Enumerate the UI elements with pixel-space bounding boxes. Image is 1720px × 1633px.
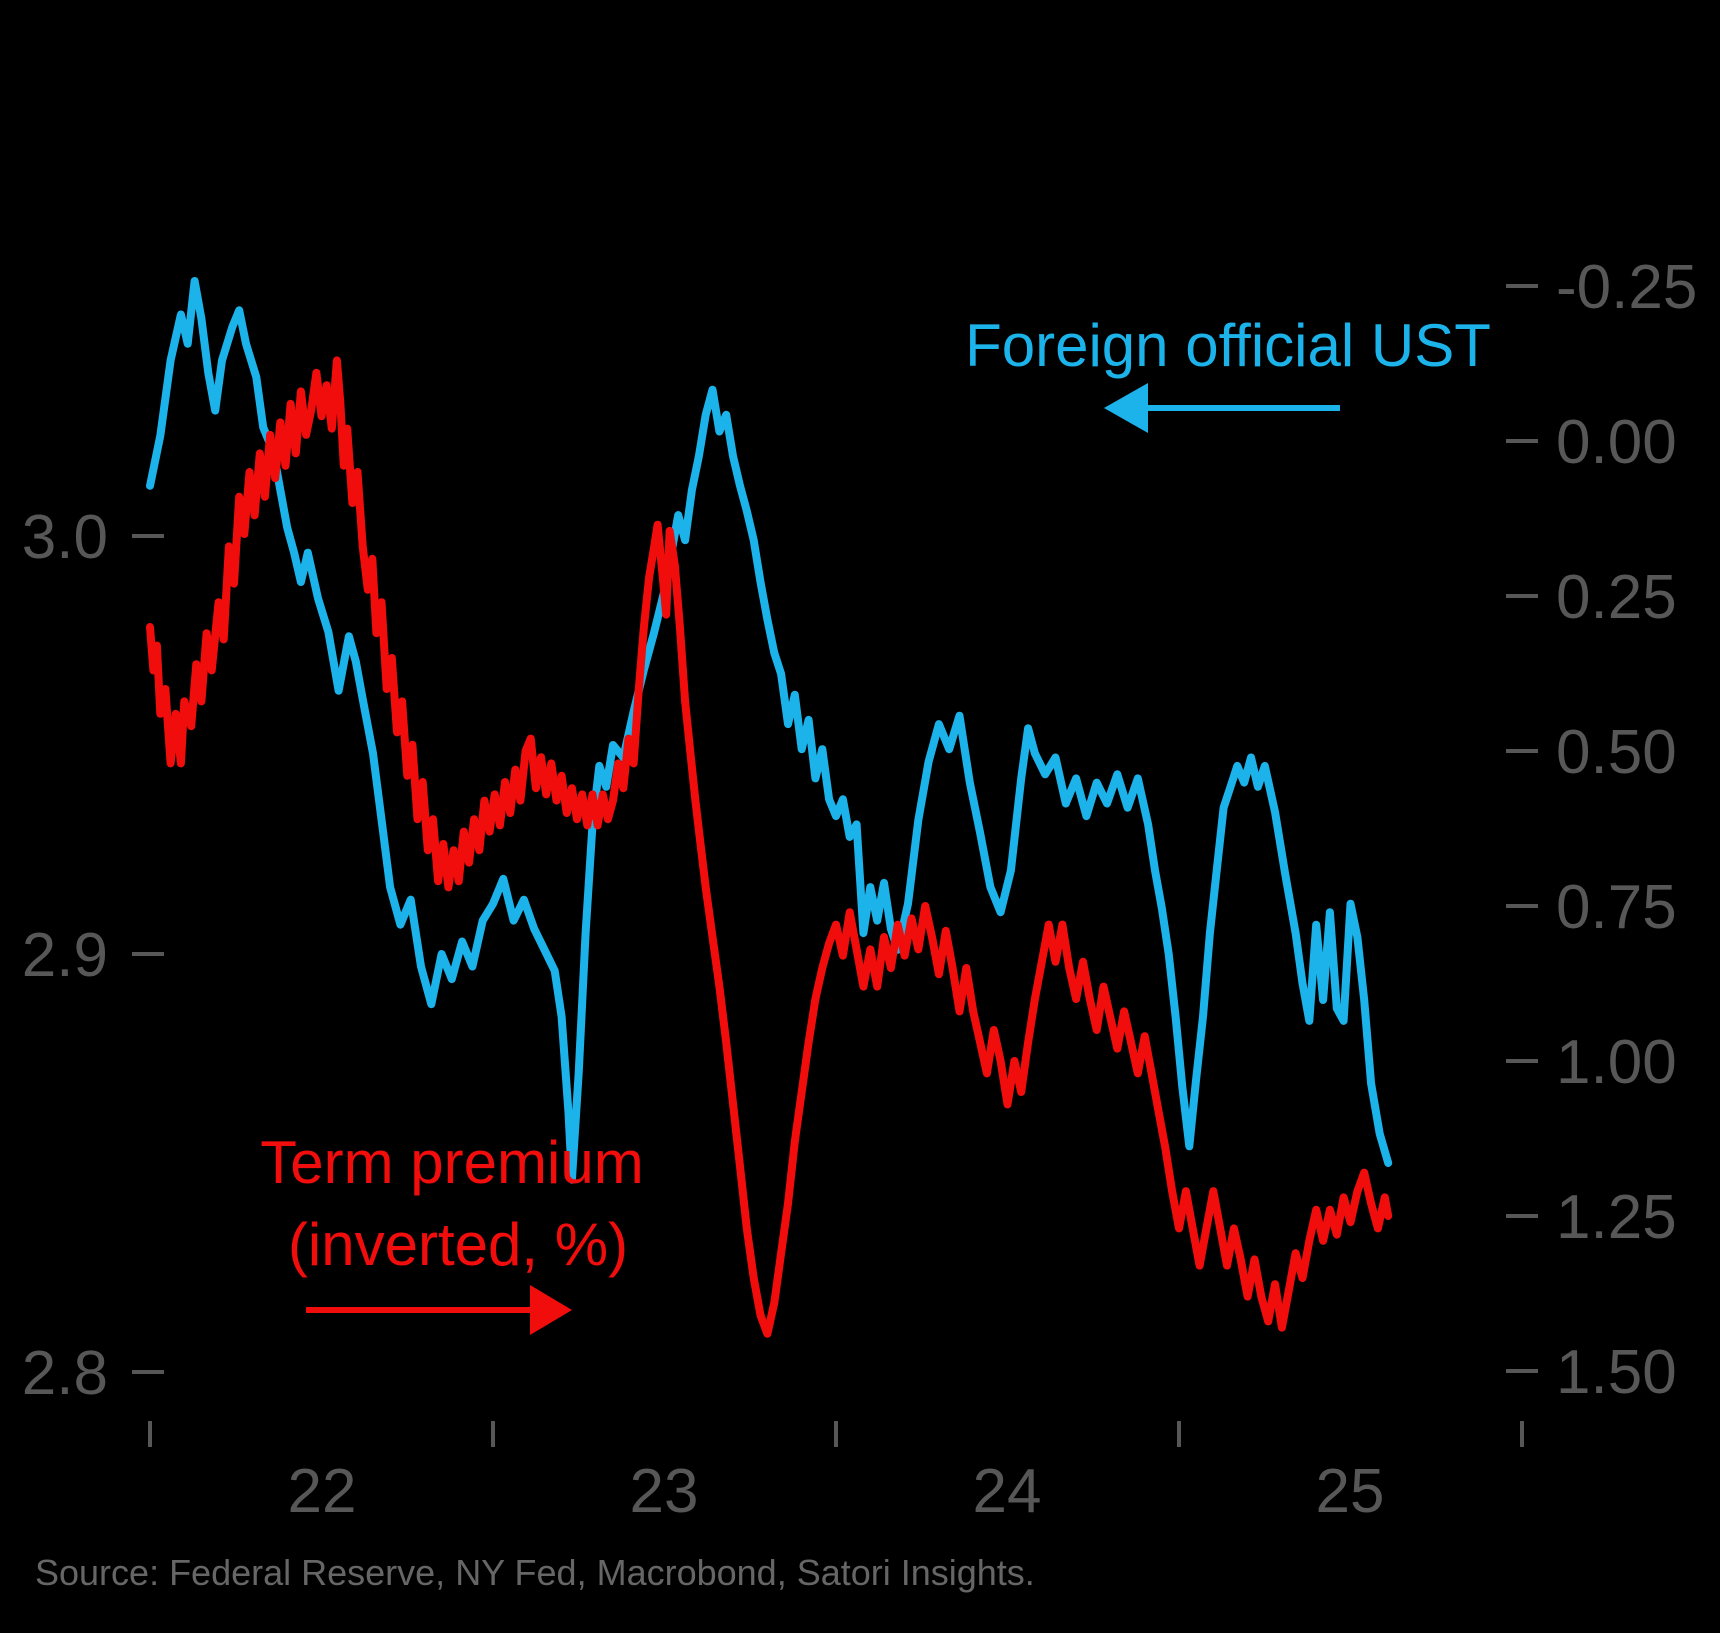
left-axis-label-2.8: 2.8 bbox=[22, 1339, 108, 1408]
right-axis-label-0.25: 0.25 bbox=[1556, 563, 1677, 632]
right-axis-label-0.50: 0.50 bbox=[1556, 718, 1677, 787]
right-axis-label-1.25: 1.25 bbox=[1556, 1183, 1677, 1252]
right-axis-label-0.75: 0.75 bbox=[1556, 873, 1677, 942]
source-attribution: Source: Federal Reserve, NY Fed, Macrobo… bbox=[35, 1552, 1035, 1593]
x-axis-ticks bbox=[148, 1421, 1524, 1447]
left-axis-labels: 3.0 2.9 2.8 bbox=[22, 503, 108, 1408]
x-axis-labels: 22 23 24 25 bbox=[288, 1457, 1385, 1526]
left-axis-ticks bbox=[132, 534, 164, 1374]
term-premium-line bbox=[146, 356, 1393, 1338]
term-premium-label-line2: (inverted, %) bbox=[288, 1211, 628, 1278]
right-axis-label--0.25: -0.25 bbox=[1556, 253, 1697, 322]
term-premium-annotation: Term premium (inverted, %) bbox=[260, 1129, 644, 1335]
left-arrow-head-icon bbox=[1104, 383, 1148, 433]
right-axis-ticks bbox=[1506, 284, 1538, 1373]
x-axis-label-23: 23 bbox=[630, 1457, 699, 1526]
foreign-official-label: Foreign official UST bbox=[965, 312, 1491, 379]
right-axis-label-1.50: 1.50 bbox=[1556, 1338, 1677, 1407]
right-axis-label-1.00: 1.00 bbox=[1556, 1028, 1677, 1097]
term-premium-label-line1: Term premium bbox=[260, 1129, 643, 1196]
right-arrow-head-icon bbox=[530, 1285, 572, 1335]
left-axis-label-2.9: 2.9 bbox=[22, 921, 108, 990]
x-axis-label-24: 24 bbox=[973, 1457, 1042, 1526]
right-axis-label-0.00: 0.00 bbox=[1556, 408, 1677, 477]
right-axis-labels: -0.25 0.00 0.25 0.50 0.75 1.00 1.25 1.50 bbox=[1556, 253, 1697, 1407]
foreign-official-annotation: Foreign official UST bbox=[965, 312, 1491, 433]
x-axis-label-25: 25 bbox=[1316, 1457, 1385, 1526]
x-axis-label-22: 22 bbox=[288, 1457, 357, 1526]
foreign-official-ust-line bbox=[146, 277, 1393, 1184]
left-axis-label-3.0: 3.0 bbox=[22, 503, 108, 572]
